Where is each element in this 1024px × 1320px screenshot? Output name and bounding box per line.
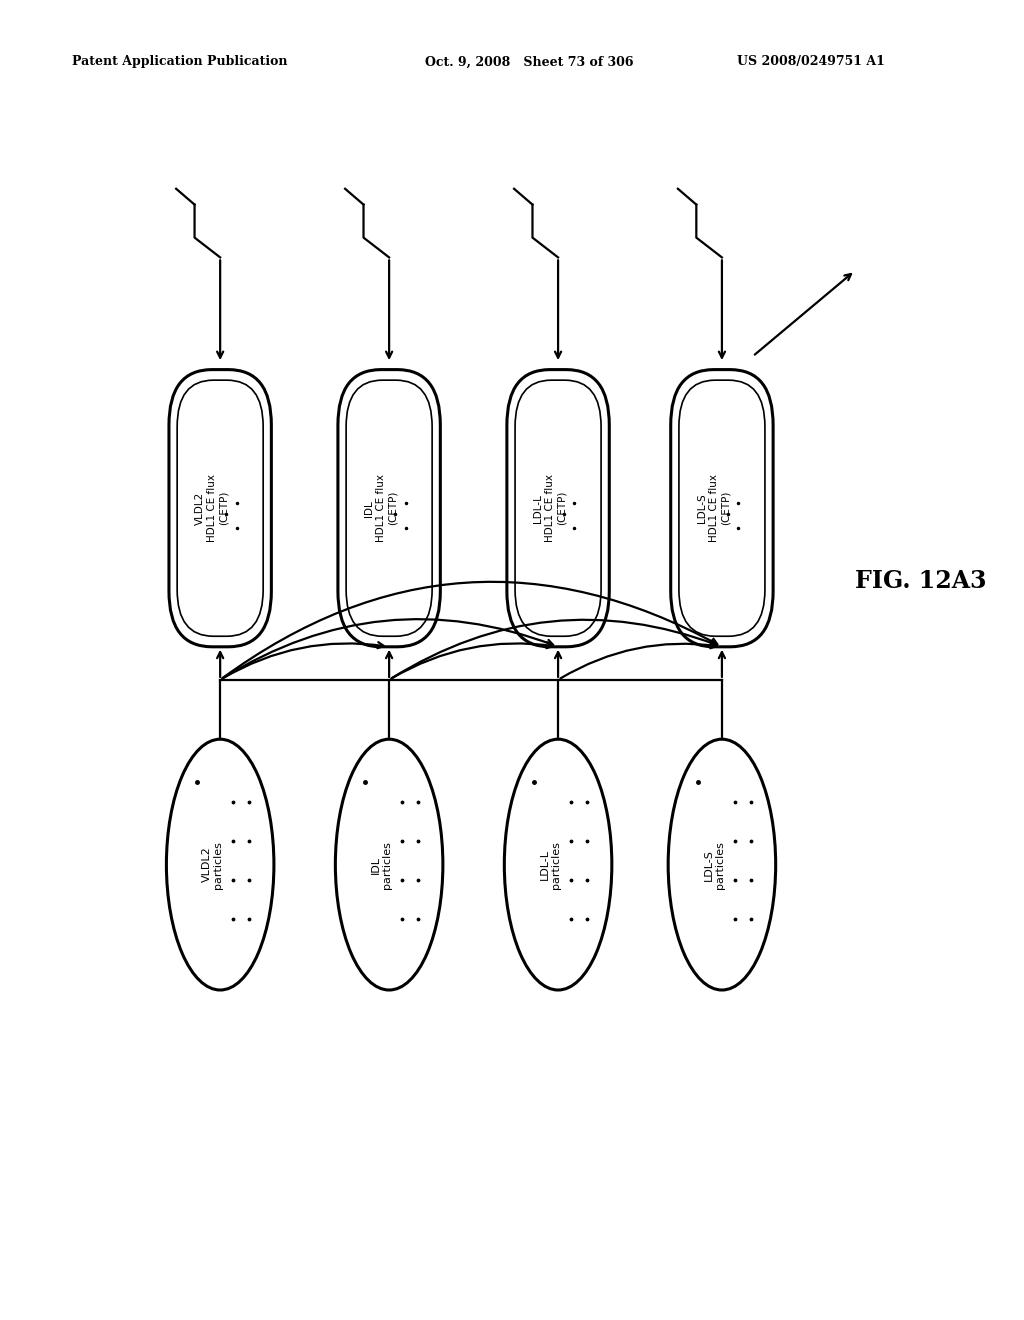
FancyBboxPatch shape [177, 380, 263, 636]
Ellipse shape [336, 739, 442, 990]
Text: LDL-S
particles: LDL-S particles [703, 841, 725, 888]
FancyBboxPatch shape [679, 380, 765, 636]
FancyArrowPatch shape [560, 643, 717, 678]
FancyBboxPatch shape [346, 380, 432, 636]
Text: IDL
HDL1 CE flux
(CETP): IDL HDL1 CE flux (CETP) [365, 474, 397, 543]
Text: LDL-L
particles: LDL-L particles [540, 841, 561, 888]
Ellipse shape [668, 739, 776, 990]
FancyBboxPatch shape [515, 380, 601, 636]
Text: Oct. 9, 2008   Sheet 73 of 306: Oct. 9, 2008 Sheet 73 of 306 [425, 55, 634, 69]
Text: VLDL2
particles: VLDL2 particles [202, 841, 223, 888]
FancyBboxPatch shape [169, 370, 271, 647]
FancyArrowPatch shape [391, 642, 553, 678]
FancyArrowPatch shape [222, 642, 384, 678]
FancyArrowPatch shape [391, 620, 717, 678]
FancyBboxPatch shape [507, 370, 609, 647]
FancyBboxPatch shape [671, 370, 773, 647]
FancyArrowPatch shape [222, 619, 553, 678]
Ellipse shape [505, 739, 612, 990]
FancyArrowPatch shape [222, 582, 717, 678]
Ellipse shape [166, 739, 274, 990]
Text: Patent Application Publication: Patent Application Publication [72, 55, 287, 69]
Text: US 2008/0249751 A1: US 2008/0249751 A1 [737, 55, 885, 69]
Text: LDL-S
HDL1 CE flux
(CETP): LDL-S HDL1 CE flux (CETP) [697, 474, 730, 543]
Text: FIG. 12A3: FIG. 12A3 [855, 569, 986, 593]
Text: IDL
particles: IDL particles [371, 841, 392, 888]
Text: VLDL2
HDL1 CE flux
(CETP): VLDL2 HDL1 CE flux (CETP) [196, 474, 228, 543]
Text: LDL-L
HDL1 CE flux
(CETP): LDL-L HDL1 CE flux (CETP) [534, 474, 566, 543]
FancyBboxPatch shape [338, 370, 440, 647]
